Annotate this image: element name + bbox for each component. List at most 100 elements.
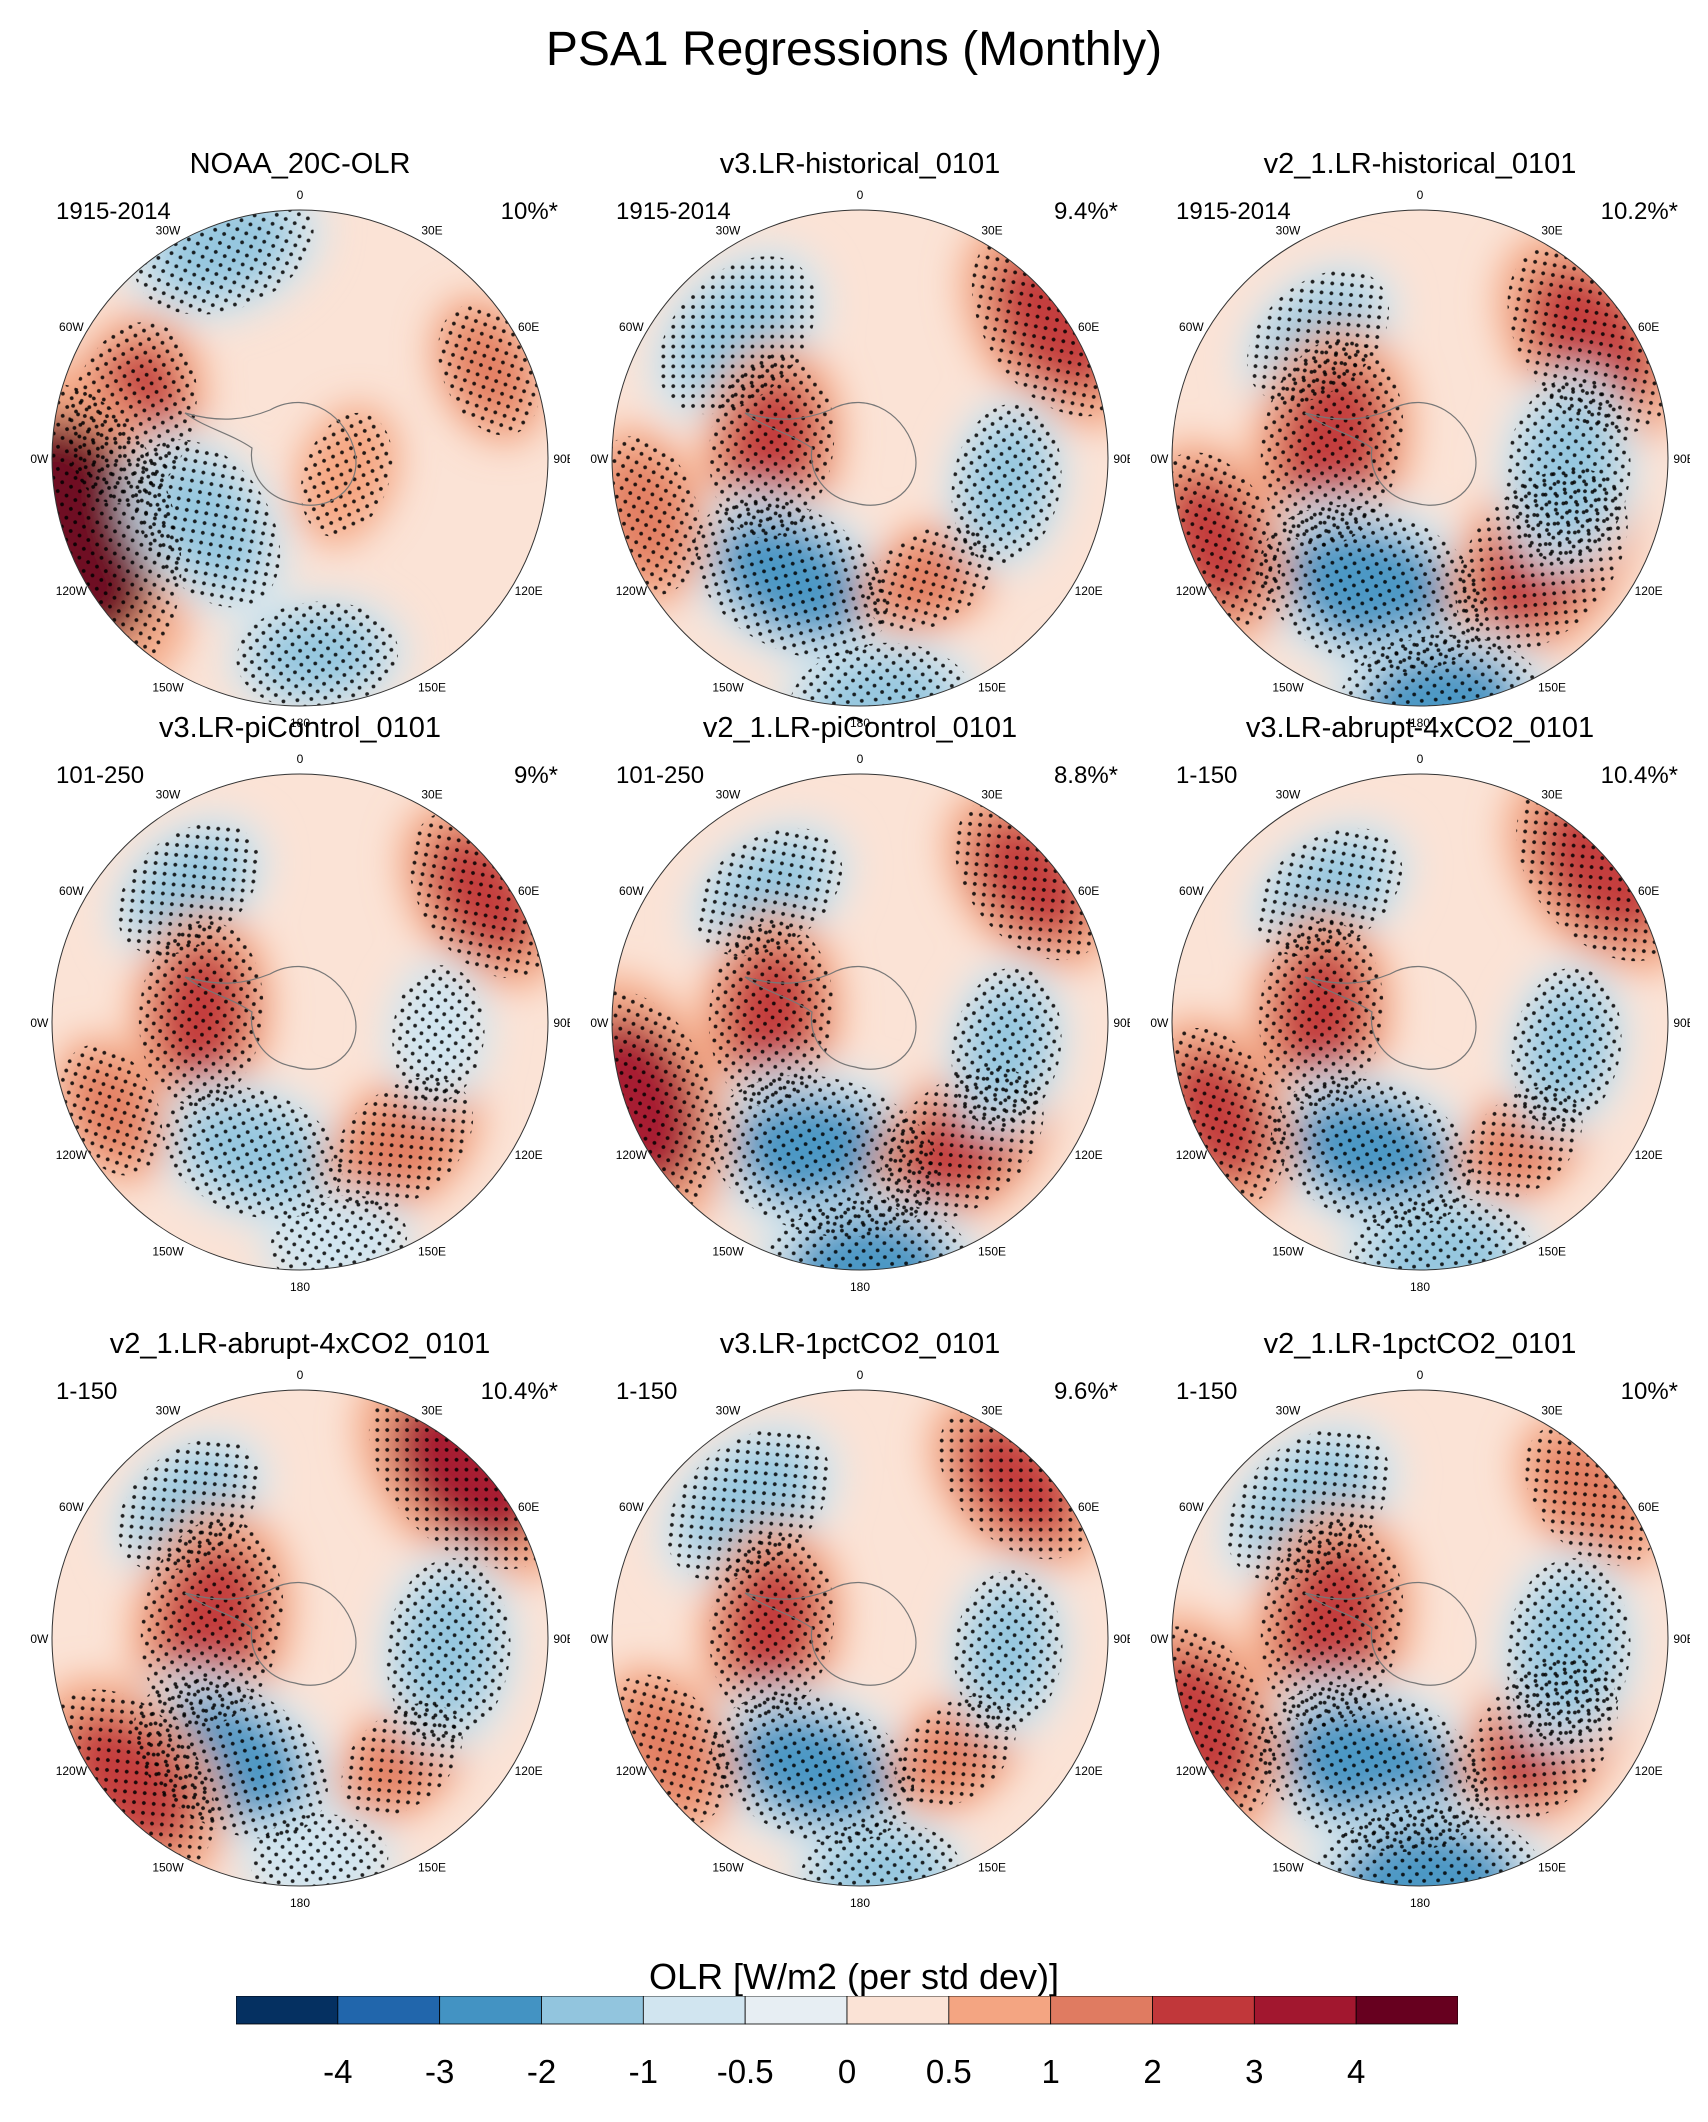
longitude-label: 60W (59, 320, 84, 334)
panel-title: v3.LR-historical_0101 (719, 148, 1001, 180)
polar-map: 0 30E 60E 90E 120E 150E 180 150W 120W 90W 60W 30W (1150, 188, 1690, 730)
map-border (611, 1389, 1109, 1887)
antarctica-coastline (184, 401, 357, 506)
longitude-label: 60E (1078, 1500, 1099, 1514)
longitude-label: 150W (1272, 1245, 1304, 1259)
longitude-label: 90W (590, 452, 609, 466)
longitude-label: 30E (1541, 787, 1562, 801)
longitude-label: 30W (156, 787, 181, 801)
panel-period: 1-150 (1176, 1378, 1238, 1405)
longitude-label: 0 (857, 1368, 864, 1382)
panel-title: v3.LR-1pctCO2_0101 (719, 1328, 1001, 1360)
colorbar-segment (236, 1996, 339, 2025)
longitude-label: 120E (515, 1764, 543, 1778)
map-panel: 0 30E 60E 90E 120E 150E 180 150W 120W 90W 60W 30W NO… (30, 148, 570, 748)
significance-stippling (693, 498, 888, 659)
longitude-label: 90W (30, 452, 49, 466)
map-border (611, 209, 1109, 707)
longitude-label: 120W (616, 584, 648, 598)
longitude-label: 120E (1075, 584, 1103, 598)
longitude-label: 0 (857, 188, 864, 202)
panel-explained-variance: 9.6%* (1053, 1378, 1118, 1405)
significance-stippling (140, 1518, 284, 1727)
colorbar (236, 1996, 1458, 2025)
longitude-label: 60W (619, 1500, 644, 1514)
colorbar-segment (1355, 1996, 1458, 2025)
longitude-label: 30W (156, 223, 181, 237)
panel-title: v3.LR-piControl_0101 (158, 712, 442, 744)
colorbar-segment (1152, 1996, 1255, 2025)
colorbar-label: OLR [W/m2 (per std dev)] (648, 1956, 1060, 1997)
polar-map: 0 30E 60E 90E 120E 150E 180 150W 120W 90W 60W 30W (1150, 1368, 1690, 1910)
longitude-label: 150E (1538, 1245, 1566, 1259)
map-border (51, 209, 549, 707)
significance-stippling (132, 439, 281, 608)
colorbar-segment (1253, 1996, 1357, 2025)
significance-stippling (695, 827, 843, 957)
longitude-label: 0 (297, 188, 304, 202)
longitude-label: 120E (1075, 1764, 1103, 1778)
longitude-label: 30E (1541, 223, 1562, 237)
panel-period: 101-250 (56, 762, 145, 789)
significance-stippling (951, 967, 1062, 1129)
significance-stippling (1258, 920, 1384, 1107)
polar-map: 0 30E 60E 90E 120E 150E 180 150W 120W 90W 60W 30W (590, 188, 1130, 730)
longitude-label: 90W (30, 1632, 49, 1646)
colorbar-tick-label: 0 (837, 2053, 857, 2090)
colorbar-segment (642, 1996, 746, 2025)
significance-stippling (1270, 1077, 1475, 1228)
longitude-label: 150W (152, 1245, 184, 1259)
colorbar-tick-label: 4 (1346, 2053, 1366, 2090)
longitude-label: 120W (616, 1764, 648, 1778)
polar-map: 0 30E 60E 90E 120E 150E 180 150W 120W 90W 60W 30W (590, 752, 1130, 1294)
longitude-label: 60E (518, 1500, 539, 1514)
longitude-label: 60W (1179, 320, 1204, 334)
longitude-label: 0 (297, 752, 304, 766)
significance-stippling (612, 990, 720, 1217)
longitude-label: 30E (981, 1403, 1002, 1417)
significance-stippling (117, 822, 260, 956)
longitude-label: 60E (1078, 884, 1099, 898)
longitude-label: 60E (1638, 1500, 1659, 1514)
significance-stippling (138, 920, 264, 1107)
longitude-label: 150E (978, 681, 1006, 695)
longitude-label: 150W (712, 1245, 744, 1259)
colorbar-tick-label: 2 (1143, 2053, 1162, 2090)
longitude-label: 150W (152, 681, 184, 695)
map-panel: 0 30E 60E 90E 120E 150E 180 150W 120W 90W 60W 30W v3… (590, 148, 1130, 748)
longitude-label: 150E (978, 1861, 1006, 1875)
panel-period: 1-150 (1176, 762, 1238, 789)
panel-explained-variance: 10.4%* (1600, 762, 1678, 789)
significance-stippling (1172, 1626, 1276, 1829)
longitude-label: 90E (1673, 1016, 1690, 1030)
longitude-label: 90E (1673, 1632, 1690, 1646)
panel-title: NOAA_20C-OLR (189, 148, 411, 180)
longitude-label: 90E (1113, 1632, 1130, 1646)
longitude-label: 150W (712, 681, 744, 695)
map-border (1171, 1389, 1669, 1887)
significance-stippling (710, 1693, 915, 1844)
polar-map: 0 30E 60E 90E 120E 150E 180 150W 120W 90W 60W 30W (30, 188, 570, 730)
longitude-label: 180 (1410, 1280, 1430, 1294)
longitude-label: 90E (1673, 452, 1690, 466)
longitude-label: 150E (1538, 681, 1566, 695)
longitude-label: 90E (553, 1632, 570, 1646)
longitude-label: 0 (1417, 752, 1424, 766)
longitude-label: 30W (716, 1403, 741, 1417)
significance-stippling (236, 601, 399, 706)
longitude-label: 0 (857, 752, 864, 766)
longitude-label: 120E (515, 1148, 543, 1162)
longitude-label: 90E (1113, 1016, 1130, 1030)
polar-map: 0 30E 60E 90E 120E 150E 180 150W 120W 90W 60W 30W (590, 1368, 1130, 1910)
longitude-label: 90E (553, 452, 570, 466)
longitude-label: 30E (421, 787, 442, 801)
panel-period: 1915-2014 (616, 198, 731, 225)
longitude-label: 0 (1417, 1368, 1424, 1382)
longitude-label: 0 (1417, 188, 1424, 202)
longitude-label: 150E (1538, 1861, 1566, 1875)
significance-stippling (300, 412, 393, 538)
colorbar-segment (948, 1996, 1052, 2025)
longitude-label: 90E (553, 1016, 570, 1030)
longitude-label: 0 (297, 1368, 304, 1382)
longitude-label: 60E (1638, 320, 1659, 334)
